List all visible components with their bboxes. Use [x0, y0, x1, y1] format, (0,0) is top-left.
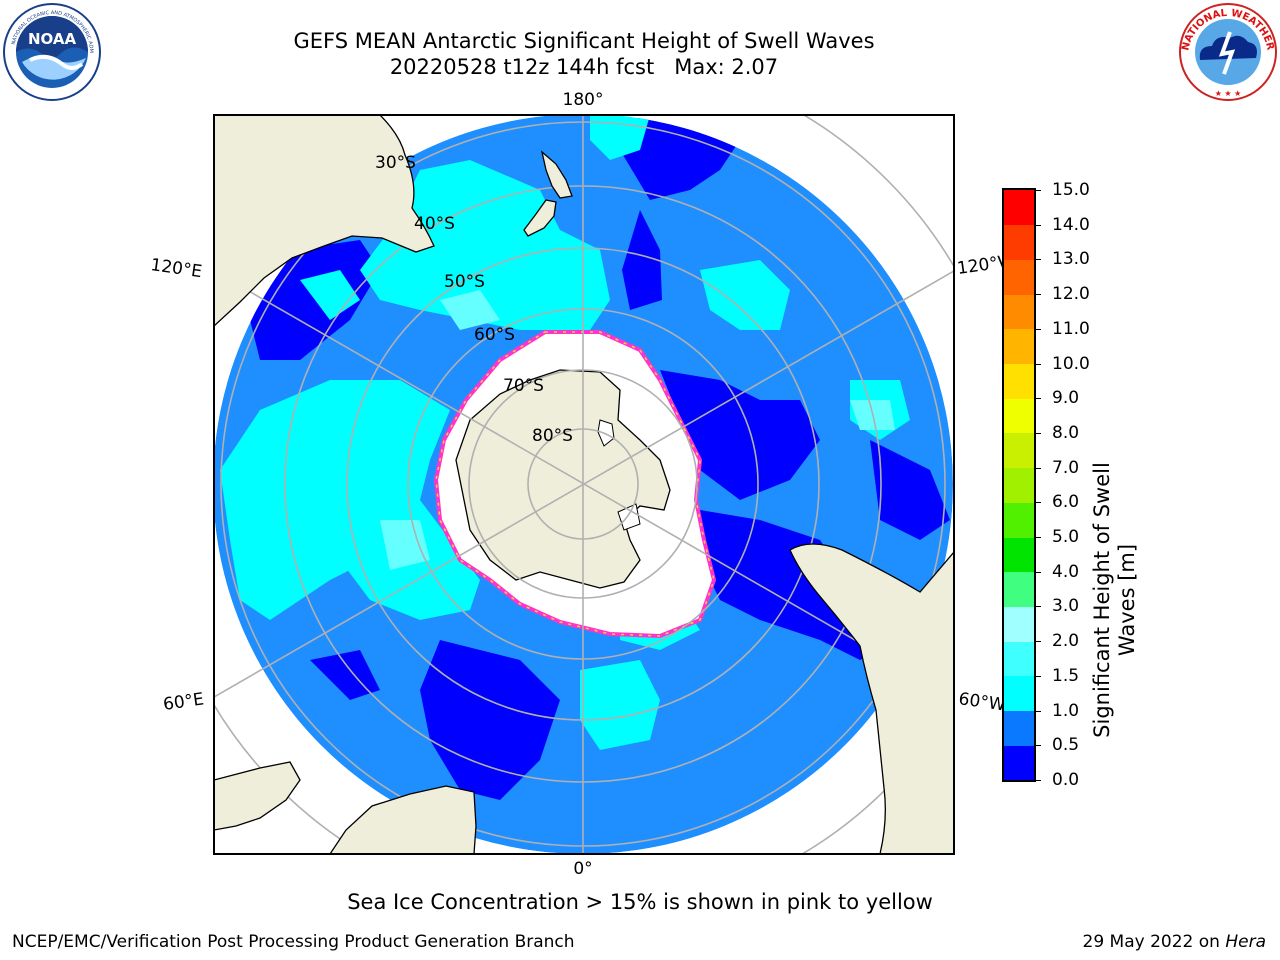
- swell-patch-high: [700, 260, 790, 330]
- colorbar-segment: [1004, 190, 1034, 226]
- colorbar-segment: [1004, 745, 1034, 781]
- colorbar-tick-label: 7.0: [1052, 457, 1080, 478]
- svg-text:★ ★ ★: ★ ★ ★: [1215, 89, 1242, 98]
- swell-patch-higher: [380, 520, 430, 570]
- colorbar-segment: [1004, 710, 1034, 746]
- colorbar-tick: [1034, 675, 1041, 677]
- colorbar-tick-label: 0.5: [1052, 735, 1080, 756]
- land-antarctica: [455, 369, 671, 589]
- meridian: [214, 270, 954, 698]
- colorbar-segment: [1004, 363, 1034, 399]
- colorbar-tick-label: 9.0: [1052, 388, 1080, 409]
- lon-label-bottom: 0°: [573, 859, 592, 879]
- machine-name: Hera: [1225, 932, 1266, 952]
- colorbar-title-line1: Significant Height of Swell: [1090, 462, 1114, 738]
- colorbar-tick: [1034, 537, 1041, 539]
- lat-label-40s: 40°S: [414, 214, 455, 234]
- colorbar-segment: [1004, 502, 1034, 538]
- colorbar-tick-label: 10.0: [1052, 353, 1090, 374]
- colorbar-tick-label: 3.0: [1052, 596, 1080, 617]
- sea-ice-note: Sea Ice Concentration > 15% is shown in …: [347, 890, 933, 914]
- swell-patch-high: [300, 270, 360, 320]
- colorbar-segment: [1004, 675, 1034, 712]
- colorbar: [1002, 188, 1036, 782]
- lon-label-top: 180°: [563, 90, 604, 110]
- noaa-logo: NOAA NATIONAL OCEANIC AND ATMOSPHERIC AD…: [2, 2, 101, 101]
- swell-patch-low: [700, 510, 880, 660]
- lat-label-50s: 50°S: [444, 272, 485, 292]
- swell-patch-low: [870, 440, 950, 540]
- colorbar-tick-label: 11.0: [1052, 318, 1090, 339]
- colorbar-tick-label: 4.0: [1052, 561, 1080, 582]
- colorbar-tick-label: 13.0: [1052, 249, 1090, 270]
- colorbar-tick-label: 0.0: [1052, 770, 1080, 790]
- colorbar-tick-label: 15.0: [1052, 180, 1090, 200]
- colorbar-tick-label: 12.0: [1052, 284, 1090, 305]
- colorbar-tick: [1034, 467, 1041, 469]
- colorbar-tick: [1034, 606, 1041, 608]
- colorbar-tick: [1034, 745, 1041, 747]
- colorbar-tick: [1034, 502, 1041, 504]
- colorbar-segment: [1004, 571, 1034, 607]
- swell-patch-high: [220, 380, 450, 620]
- colorbar-tick-label: 1.5: [1052, 665, 1080, 686]
- colorbar-tick: [1034, 710, 1041, 712]
- lat-label-70s: 70°S: [503, 376, 544, 396]
- lat-label-30s: 30°S: [375, 153, 416, 173]
- colorbar-tick: [1034, 328, 1041, 330]
- colorbar-tick-label: 5.0: [1052, 527, 1080, 548]
- swell-patch-low: [310, 650, 380, 700]
- nws-logo: NATIONAL WEATHER SERVICE ★ ★ ★: [1178, 2, 1277, 101]
- map-frame: [213, 114, 955, 855]
- colorbar-tick: [1034, 398, 1041, 400]
- graticule: [214, 115, 954, 854]
- colorbar-segment: [1004, 328, 1034, 365]
- colorbar-tick-label: 14.0: [1052, 214, 1090, 235]
- colorbar-tick-label: 2.0: [1052, 631, 1080, 652]
- swell-patch-low: [420, 640, 560, 800]
- colorbar-tick: [1034, 780, 1041, 781]
- colorbar-tick-label: 8.0: [1052, 422, 1080, 443]
- lat-label-60s: 60°S: [474, 325, 515, 345]
- credit-text: NCEP/EMC/Verification Post Processing Pr…: [12, 932, 575, 952]
- colorbar-tick: [1034, 224, 1041, 226]
- swell-patch-higher: [440, 290, 500, 330]
- map-subtitle: 20220528 t12z 144h fcst Max: 2.07: [389, 55, 779, 79]
- lon-label-upper-left: 120°E: [149, 255, 203, 282]
- colorbar-segment: [1004, 294, 1034, 330]
- date-value: 29 May 2022 on: [1082, 932, 1220, 952]
- swell-patch-high: [360, 160, 610, 330]
- colorbar-segment: [1004, 537, 1034, 573]
- colorbar-segment: [1004, 259, 1034, 295]
- lon-label-lower-left: 60°E: [162, 689, 205, 714]
- colorbar-segment: [1004, 398, 1034, 434]
- svg-text:NOAA: NOAA: [28, 30, 77, 48]
- colorbar-tick-label: 1.0: [1052, 700, 1080, 721]
- colorbar-tick: [1034, 571, 1041, 573]
- colorbar-segment: [1004, 606, 1034, 642]
- colorbar-segment: [1004, 641, 1034, 677]
- colorbar-tick: [1034, 432, 1041, 434]
- date-text: 29 May 2022 on Hera: [1083, 932, 1267, 952]
- lon-label-lower-right: 60°W: [957, 689, 1006, 715]
- colorbar-tick: [1034, 294, 1041, 296]
- swell-patch-low: [622, 210, 662, 310]
- lat-label-80s: 80°S: [532, 426, 573, 446]
- colorbar-tick: [1034, 641, 1041, 643]
- colorbar-tick: [1034, 363, 1041, 365]
- map-title: GEFS MEAN Antarctic Significant Height o…: [293, 29, 875, 53]
- swell-patch-high: [580, 660, 660, 750]
- colorbar-tick-label: 6.0: [1052, 492, 1080, 513]
- colorbar-segment: [1004, 467, 1034, 503]
- colorbar-tick: [1034, 259, 1041, 261]
- colorbar-tick: [1034, 190, 1041, 191]
- colorbar-segment: [1004, 224, 1034, 260]
- colorbar-title-line2: Waves [m]: [1115, 543, 1139, 657]
- colorbar-segment: [1004, 432, 1034, 469]
